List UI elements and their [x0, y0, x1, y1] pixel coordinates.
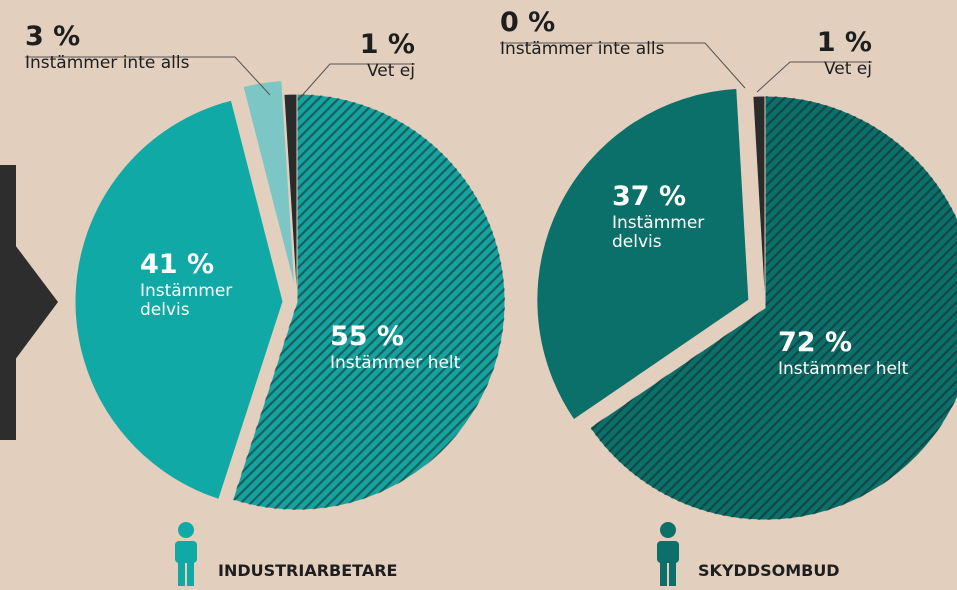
category-label: Instämmer delvis — [612, 213, 705, 252]
chart-title: SKYDDSOMBUD — [698, 561, 840, 580]
value-label: 0 % — [500, 7, 556, 38]
pie-slice — [242, 80, 296, 289]
value-label: 55 % — [330, 321, 405, 352]
person-icon — [175, 522, 197, 586]
category-label: Instämmer delvis — [140, 281, 233, 320]
pie-slice-hatch — [590, 96, 957, 520]
value-label: 41 % — [140, 249, 215, 280]
category-label: Instämmer helt — [330, 353, 461, 373]
pie-slice — [536, 87, 750, 421]
pie-slice — [74, 99, 284, 501]
leader-line — [500, 42, 746, 89]
category-label: Instämmer inte alls — [500, 39, 665, 59]
person-icon — [657, 522, 679, 586]
value-label: 72 % — [778, 327, 853, 358]
value-label: 1 % — [359, 29, 415, 60]
leader-line — [25, 56, 271, 96]
pie-slice-hatch — [232, 94, 506, 510]
value-label: 3 % — [25, 21, 81, 52]
leader-line — [297, 63, 415, 101]
side-arrow — [0, 225, 58, 380]
category-label: Instämmer helt — [778, 359, 909, 379]
category-label: Vet ej — [823, 59, 872, 79]
pie-slice — [752, 95, 766, 309]
leader-line — [756, 61, 872, 93]
pie-slice — [283, 93, 298, 303]
category-label: Instämmer inte alls — [25, 53, 190, 73]
value-label: 37 % — [612, 181, 687, 212]
category-label: Vet ej — [366, 61, 415, 81]
value-label: 1 % — [816, 27, 872, 58]
chart-title: INDUSTRIARBETARE — [218, 561, 398, 580]
